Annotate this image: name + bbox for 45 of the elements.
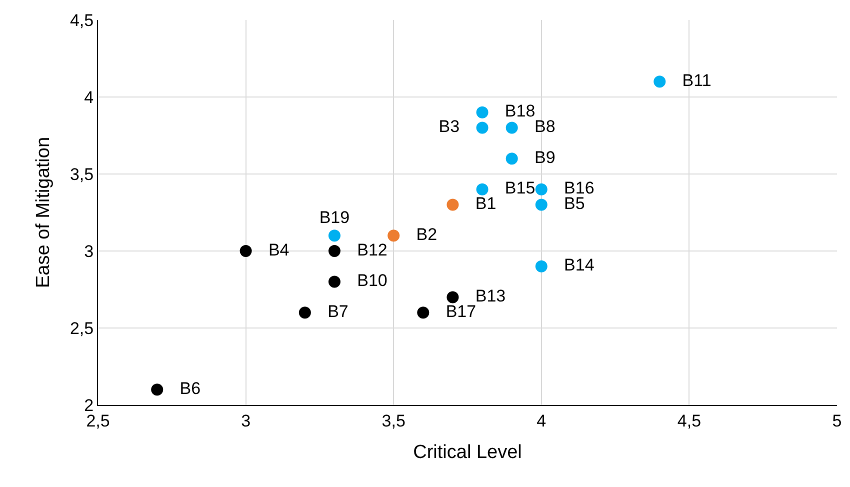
data-label: B6	[166, 378, 215, 398]
data-label: B19	[319, 208, 350, 227]
data-label: B4	[254, 240, 304, 260]
data-label: B12	[342, 240, 402, 260]
point	[535, 260, 548, 272]
x-tick-label: 5	[832, 411, 842, 430]
point	[328, 230, 340, 242]
point	[446, 291, 459, 304]
data-label: B2	[402, 224, 452, 244]
point	[328, 276, 340, 288]
data-label: B11	[668, 70, 726, 90]
x-tick-label: 4	[536, 411, 546, 430]
data-label: B14	[550, 256, 608, 275]
y-axis-title: Ease of Mitigation	[32, 136, 54, 288]
point	[476, 106, 488, 118]
x-tick-label: 3	[241, 411, 251, 430]
point	[535, 183, 548, 196]
data-label: B1	[475, 194, 496, 214]
data-label: B15	[504, 178, 536, 198]
point	[151, 384, 164, 396]
data-label: B7	[313, 302, 363, 321]
x-tick-label: 4,5	[677, 411, 702, 430]
point	[298, 306, 311, 319]
point	[446, 198, 459, 211]
data-label: B3	[424, 117, 474, 136]
point	[476, 122, 488, 134]
y-tick-label: 4	[84, 88, 94, 107]
y-tick-label: 3,5	[70, 164, 94, 184]
point	[328, 245, 340, 257]
data-label: B9	[520, 148, 570, 167]
y-tick-label: 3	[84, 242, 94, 261]
point	[417, 306, 430, 319]
point	[476, 183, 488, 196]
y-tick-label: 2,5	[70, 318, 94, 338]
point	[506, 152, 518, 165]
point	[535, 198, 548, 211]
data-label: B10	[342, 271, 402, 290]
point	[506, 122, 518, 134]
y-tick-label: 4,5	[70, 10, 94, 30]
x-axis-title: Critical Level	[413, 442, 522, 464]
point	[388, 230, 400, 242]
point	[240, 245, 252, 257]
x-tick-label: 3,5	[382, 411, 406, 430]
point	[654, 76, 666, 88]
y-tick-label: 2	[84, 396, 94, 415]
